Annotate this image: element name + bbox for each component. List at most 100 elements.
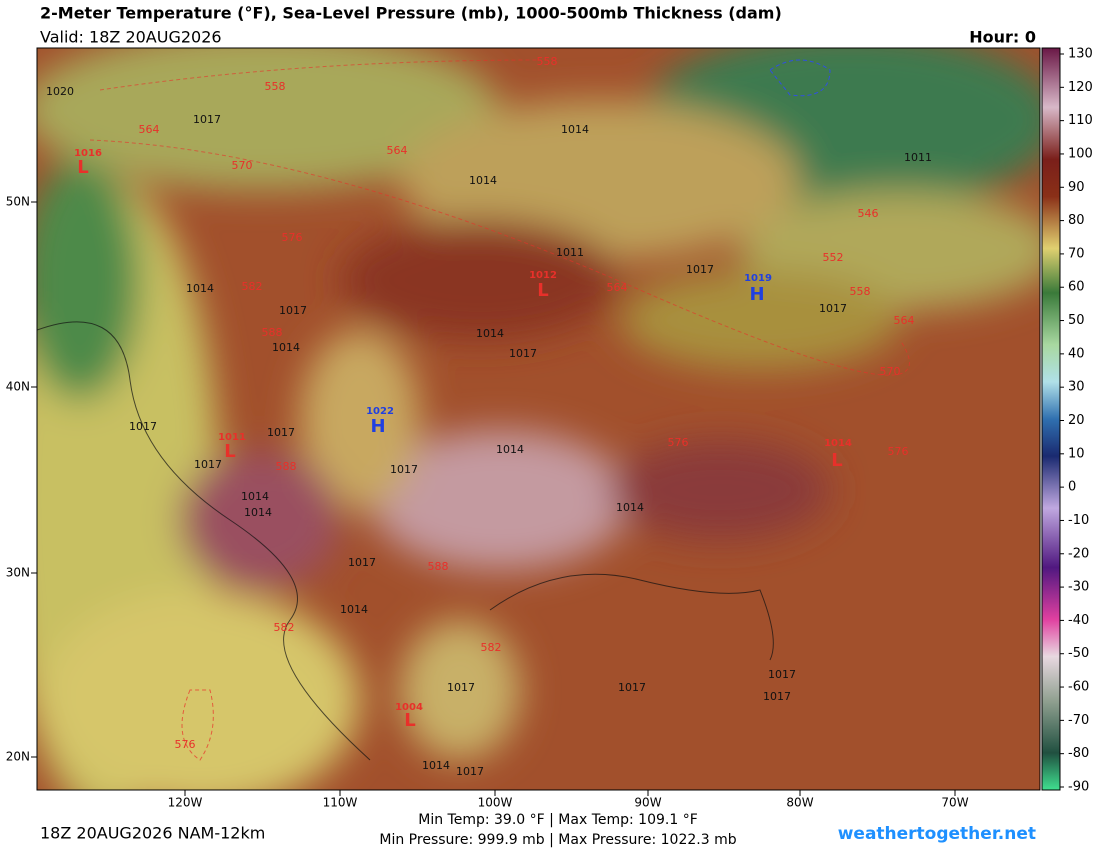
colorbar-label: -50 — [1068, 646, 1089, 661]
valid-time: Valid: 18Z 20AUG2026 — [40, 28, 222, 47]
isobar-label: 1017 — [194, 458, 222, 471]
colorbar-label: -80 — [1068, 746, 1089, 761]
center-letter: L — [77, 157, 88, 178]
thickness-label: 588 — [276, 460, 297, 473]
colorbar — [1041, 47, 1061, 791]
colorbar-label: -20 — [1068, 546, 1089, 561]
thickness-label: 582 — [481, 641, 502, 654]
lat-label: 40N — [6, 380, 30, 394]
isobar-label: 1017 — [279, 304, 307, 317]
colorbar-label: 10 — [1068, 446, 1085, 461]
center-pressure: 1022 — [366, 406, 394, 417]
isobar-label: 1014 — [340, 603, 368, 616]
colorbar-label: -30 — [1068, 580, 1089, 595]
isobar-label: 1017 — [686, 263, 714, 276]
pressure-range: Min Pressure: 999.9 mb | Max Pressure: 1… — [379, 832, 736, 848]
lon-label: 100W — [478, 796, 513, 810]
colorbar-label: 70 — [1068, 246, 1085, 261]
isobar-label: 1014 — [476, 327, 504, 340]
center-pressure: 1011 — [218, 432, 246, 443]
thickness-label: 564 — [894, 314, 915, 327]
thickness-label: 570 — [880, 365, 901, 378]
isobar-label: 1017 — [456, 765, 484, 778]
colorbar-label: -10 — [1068, 513, 1089, 528]
isobar-label: 1014 — [616, 501, 644, 514]
thickness-label: 582 — [274, 621, 295, 634]
center-pressure: 1019 — [744, 273, 772, 284]
isobar-label: 1017 — [348, 556, 376, 569]
lat-axis: 50N 40N 30N 20N — [6, 195, 37, 764]
thickness-label: 576 — [668, 436, 689, 449]
thickness-label: 582 — [242, 280, 263, 293]
temp-range: Min Temp: 39.0 °F | Max Temp: 109.1 °F — [418, 812, 698, 828]
isobar-label: 1017 — [819, 302, 847, 315]
thickness-label: 564 — [139, 123, 160, 136]
center-letter: L — [404, 710, 415, 731]
title: 2-Meter Temperature (°F), Sea-Level Pres… — [40, 4, 782, 23]
center-pressure: 1014 — [824, 438, 852, 449]
lon-label: 90W — [634, 796, 661, 810]
colorbar-label: 90 — [1068, 180, 1085, 195]
colorbar-label: -90 — [1068, 780, 1089, 795]
colorbar-label: 50 — [1068, 313, 1085, 328]
colorbar-label: 0 — [1068, 480, 1076, 495]
center-pressure: 1016 — [74, 148, 102, 159]
isobar-label: 1017 — [763, 690, 791, 703]
lon-label: 80W — [786, 796, 813, 810]
model-run: 18Z 20AUG2026 NAM-12km — [40, 824, 265, 843]
site-credit: weathertogether.net — [838, 824, 1036, 844]
center-letter: H — [370, 416, 385, 437]
lat-label: 20N — [6, 750, 30, 764]
thickness-label: 558 — [265, 80, 286, 93]
isobar-label: 1017 — [509, 347, 537, 360]
isobar-label: 1014 — [469, 174, 497, 187]
colorbar-label: 80 — [1068, 213, 1085, 228]
isobar-label: 1020 — [46, 85, 74, 98]
thickness-label: 588 — [262, 326, 283, 339]
map — [37, 48, 1040, 790]
isobar-label: 1014 — [244, 506, 272, 519]
thickness-label: 564 — [387, 144, 408, 157]
center-pressure: 1012 — [529, 270, 557, 281]
colorbar-label: -70 — [1068, 713, 1089, 728]
colorbar-label: 110 — [1068, 113, 1093, 128]
colorbar-label: 130 — [1068, 47, 1093, 62]
thickness-label: 558 — [850, 285, 871, 298]
lon-axis: 120W 110W 100W 90W 80W 70W — [168, 790, 969, 810]
center-letter: L — [224, 441, 235, 462]
pressure-labels: 1020 1017 1014 1011 1014 1011 1017 1014 … — [46, 85, 932, 778]
isobar-label: 1014 — [186, 282, 214, 295]
thickness-labels: 558 564 570 564 576 582 588 564 552 546 … — [139, 55, 915, 751]
isobar-label: 1017 — [129, 420, 157, 433]
forecast-hour: Hour: 0 — [969, 28, 1036, 47]
lat-label: 50N — [6, 195, 30, 209]
isobar-label: 1017 — [618, 681, 646, 694]
isobar-label: 1014 — [561, 123, 589, 136]
isobar-label: 1017 — [267, 426, 295, 439]
colorbar-ticks: 1301201101009080706050403020100-10-20-30… — [1060, 47, 1093, 795]
thickness-label: 570 — [232, 159, 253, 172]
isobar-label: 1014 — [496, 443, 524, 456]
thickness-label: 558 — [537, 55, 558, 68]
lon-label: 110W — [323, 796, 358, 810]
isobar-label: 1017 — [768, 668, 796, 681]
colorbar-label: -40 — [1068, 613, 1089, 628]
center-letter: L — [537, 280, 548, 301]
thickness-label: 576 — [175, 738, 196, 751]
isobar-label: 1014 — [422, 759, 450, 772]
isobar-label: 1017 — [447, 681, 475, 694]
isobar-label: 1017 — [193, 113, 221, 126]
isobar-label: 1017 — [390, 463, 418, 476]
colorbar-label: 30 — [1068, 380, 1085, 395]
colorbar-label: 20 — [1068, 413, 1085, 428]
colorbar-label: -60 — [1068, 680, 1089, 695]
lon-label: 120W — [168, 796, 203, 810]
lon-label: 70W — [941, 796, 968, 810]
center-pressure: 1004 — [395, 702, 423, 713]
thickness-label: 576 — [282, 231, 303, 244]
center-letter: L — [831, 450, 842, 471]
lat-label: 30N — [6, 566, 30, 580]
map-frame — [36, 47, 1041, 791]
